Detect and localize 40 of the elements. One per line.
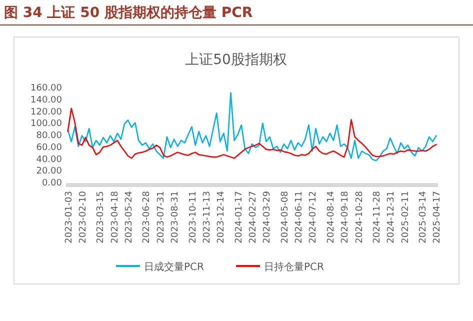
x-tick-label: 2023-08-31 xyxy=(170,191,181,244)
x-tick-label: 2023-10-11 xyxy=(188,191,198,244)
y-tick-label: 0.00 xyxy=(42,178,62,188)
y-tick-label: 140.00 xyxy=(30,95,62,106)
x-tick-label: 2025-02-11 xyxy=(400,191,411,244)
x-tick-label: 2024-02-27 xyxy=(248,191,258,244)
x-tick-label: 2024-01-17 xyxy=(234,191,244,244)
x-tick-label: 2023-06-28 xyxy=(142,190,152,244)
x-tick-label: 2023-03-15 xyxy=(96,191,106,244)
x-tick-label: 2023-07-31 xyxy=(156,191,166,244)
x-tick-label: 2023-01-03 xyxy=(64,191,74,244)
x-tick-label: 2023-02-10 xyxy=(78,190,88,244)
x-tick-label: 2024-07-12 xyxy=(308,191,319,244)
y-tick-label: 80.00 xyxy=(36,131,62,141)
line-series xyxy=(67,92,437,162)
legend-label: 日持仓量PCR xyxy=(264,261,324,273)
y-tick-label: 120.00 xyxy=(30,107,62,118)
y-tick-label: 20.00 xyxy=(36,166,62,177)
x-tick-label: 2024-12-31 xyxy=(386,191,397,244)
x-tick-label: 2023-05-24 xyxy=(124,190,134,244)
x-tick-label: 2023-11-13 xyxy=(202,191,212,244)
x-tick-label: 2024-03-29 xyxy=(262,190,273,244)
x-tick-label: 2025-04-17 xyxy=(432,191,443,244)
chart-title: 图 34 上证 50 股指期权的持仓量 PCR xyxy=(4,5,253,21)
y-tick-label: 100.00 xyxy=(30,119,62,130)
x-tick-label: 2024-06-11 xyxy=(294,191,305,244)
line-series xyxy=(67,108,437,159)
x-tick-label: 2025-03-14 xyxy=(418,190,429,244)
x-tick-label: 2024-08-14 xyxy=(326,190,336,244)
x-tick-label: 2024-10-28 xyxy=(354,190,365,244)
legend-label: 日成交量PCR xyxy=(144,261,204,273)
y-tick-label: 160.00 xyxy=(30,84,62,94)
x-tick-label: 2023-04-18 xyxy=(110,190,120,244)
x-tick-label: 2024-09-18 xyxy=(340,190,351,244)
x-tick-label: 2024-11-28 xyxy=(372,190,382,244)
x-tick-label: 2024-05-08 xyxy=(280,190,290,244)
chart-subtitle: 上证50股指期权 xyxy=(185,52,287,68)
y-tick-label: 60.00 xyxy=(36,142,62,153)
x-tick-label: 2023-12-14 xyxy=(216,190,227,244)
y-tick-label: 40.00 xyxy=(36,154,62,165)
